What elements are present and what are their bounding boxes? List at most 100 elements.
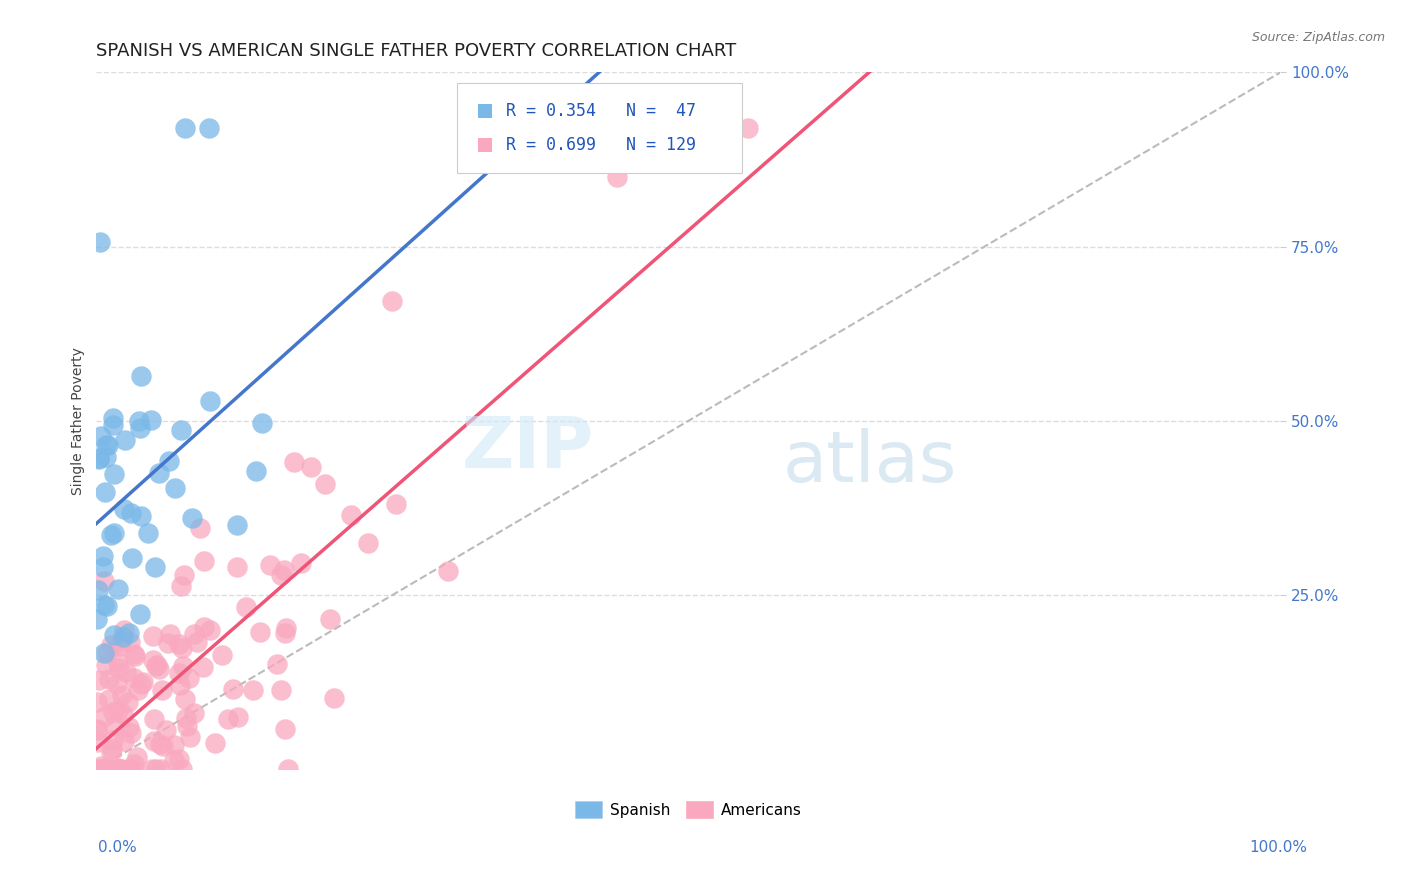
Point — [155, 723, 177, 737]
Point — [222, 682, 245, 697]
Point — [110, 762, 132, 776]
Point — [290, 556, 312, 570]
Point — [112, 501, 135, 516]
Point — [270, 567, 292, 582]
Point — [173, 568, 195, 582]
Point — [174, 711, 197, 725]
Point — [128, 421, 150, 435]
Point — [121, 551, 143, 566]
Point — [103, 705, 125, 719]
Point — [169, 752, 191, 766]
Text: ZIP: ZIP — [461, 414, 593, 483]
Point — [172, 641, 194, 656]
Point — [94, 438, 117, 452]
Point — [270, 683, 292, 698]
Point — [108, 762, 131, 776]
Text: R = 0.699   N = 129: R = 0.699 N = 129 — [506, 136, 696, 154]
Point — [157, 454, 180, 468]
Point — [145, 762, 167, 776]
FancyBboxPatch shape — [457, 83, 741, 173]
Point — [159, 626, 181, 640]
Point — [198, 623, 221, 637]
Point — [131, 674, 153, 689]
Point — [169, 665, 191, 680]
Point — [117, 695, 139, 709]
Point — [226, 710, 249, 724]
Point — [319, 612, 342, 626]
Point — [266, 657, 288, 671]
Point — [108, 639, 131, 653]
Point — [274, 626, 297, 640]
Point — [143, 712, 166, 726]
Point — [437, 564, 460, 578]
Point — [193, 620, 215, 634]
Point — [94, 762, 117, 776]
Point — [108, 762, 131, 776]
Point — [274, 722, 297, 736]
Point — [162, 753, 184, 767]
Point — [93, 762, 115, 776]
Point — [86, 723, 108, 737]
Point — [273, 563, 295, 577]
Point — [89, 452, 111, 467]
Point — [93, 549, 115, 563]
Point — [97, 438, 120, 452]
Point — [145, 659, 167, 673]
Point — [111, 688, 134, 702]
Point — [169, 678, 191, 692]
Point — [87, 583, 110, 598]
Point — [101, 410, 124, 425]
Point — [322, 690, 344, 705]
Point — [129, 677, 152, 691]
Point — [96, 599, 118, 614]
Point — [167, 637, 190, 651]
Point — [314, 476, 336, 491]
Point — [170, 579, 193, 593]
Text: 0.0%: 0.0% — [98, 840, 138, 855]
Point — [98, 673, 121, 687]
Point — [124, 757, 146, 772]
Point — [186, 635, 208, 649]
Text: SPANISH VS AMERICAN SINGLE FATHER POVERTY CORRELATION CHART: SPANISH VS AMERICAN SINGLE FATHER POVERT… — [97, 42, 737, 60]
Point — [156, 635, 179, 649]
Point — [139, 413, 162, 427]
Point — [100, 638, 122, 652]
Point — [86, 695, 108, 709]
Point — [148, 662, 170, 676]
Point — [114, 433, 136, 447]
Point — [128, 607, 150, 622]
Point — [129, 369, 152, 384]
Point — [120, 635, 142, 649]
Point — [249, 625, 271, 640]
Point — [97, 692, 120, 706]
Point — [110, 635, 132, 649]
Point — [211, 648, 233, 663]
Point — [191, 660, 214, 674]
Text: atlas: atlas — [783, 428, 957, 497]
Point — [474, 138, 496, 153]
Legend: Spanish, Americans: Spanish, Americans — [569, 795, 808, 824]
Point — [87, 762, 110, 776]
Point — [118, 720, 141, 734]
Point — [103, 467, 125, 481]
Point — [100, 746, 122, 760]
Point — [606, 169, 628, 184]
Point — [118, 625, 141, 640]
Point — [340, 508, 363, 523]
Point — [94, 485, 117, 500]
Point — [252, 417, 274, 431]
Point — [226, 560, 249, 574]
Point — [163, 481, 186, 495]
Point — [176, 719, 198, 733]
Point — [299, 459, 322, 474]
Point — [128, 414, 150, 428]
Y-axis label: Single Father Poverty: Single Father Poverty — [72, 347, 86, 495]
Point — [96, 657, 118, 672]
Point — [179, 730, 201, 744]
Point — [183, 626, 205, 640]
Point — [384, 497, 406, 511]
Point — [217, 712, 239, 726]
Point — [152, 739, 174, 754]
Point — [124, 647, 146, 661]
Point — [149, 737, 172, 751]
